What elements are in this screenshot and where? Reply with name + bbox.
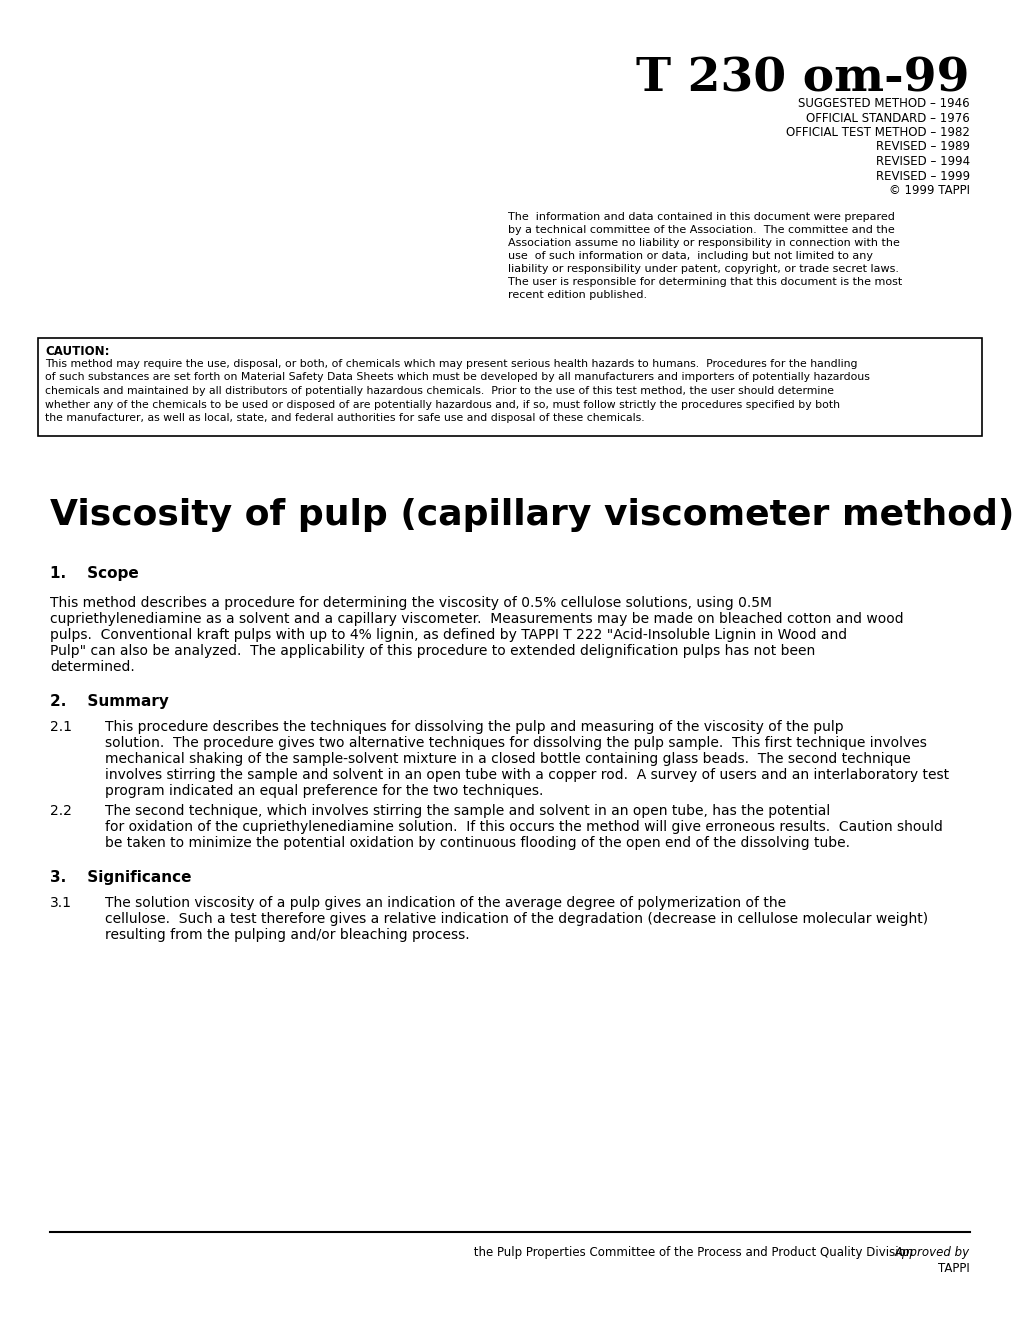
Text: cellulose.  Such a test therefore gives a relative indication of the degradation: cellulose. Such a test therefore gives a… <box>105 912 927 927</box>
Text: Association assume no liability or responsibility in connection with the: Association assume no liability or respo… <box>507 238 899 248</box>
Text: the manufacturer, as well as local, state, and federal authorities for safe use : the manufacturer, as well as local, stat… <box>45 413 644 422</box>
Text: The solution viscosity of a pulp gives an indication of the average degree of po: The solution viscosity of a pulp gives a… <box>105 896 786 909</box>
Text: Pulp" can also be analyzed.  The applicability of this procedure to extended del: Pulp" can also be analyzed. The applicab… <box>50 644 814 657</box>
Text: recent edition published.: recent edition published. <box>507 290 646 300</box>
Text: 2.1: 2.1 <box>50 719 72 734</box>
Text: be taken to minimize the potential oxidation by continuous flooding of the open : be taken to minimize the potential oxida… <box>105 836 849 850</box>
Text: program indicated an equal preference for the two techniques.: program indicated an equal preference fo… <box>105 784 543 799</box>
Text: whether any of the chemicals to be used or disposed of are potentially hazardous: whether any of the chemicals to be used … <box>45 400 840 409</box>
Text: © 1999 TAPPI: © 1999 TAPPI <box>889 183 969 197</box>
Text: REVISED – 1994: REVISED – 1994 <box>875 154 969 168</box>
Text: 3.1: 3.1 <box>50 896 72 909</box>
Text: The second technique, which involves stirring the sample and solvent in an open : The second technique, which involves sti… <box>105 804 829 818</box>
Text: resulting from the pulping and/or bleaching process.: resulting from the pulping and/or bleach… <box>105 928 469 942</box>
Text: pulps.  Conventional kraft pulps with up to 4% lignin, as defined by TAPPI T 222: pulps. Conventional kraft pulps with up … <box>50 628 847 642</box>
Text: 3.    Significance: 3. Significance <box>50 870 192 884</box>
Text: use  of such information or data,  including but not limited to any: use of such information or data, includi… <box>507 251 872 261</box>
Text: chemicals and maintained by all distributors of potentially hazardous chemicals.: chemicals and maintained by all distribu… <box>45 385 834 396</box>
Text: liability or responsibility under patent, copyright, or trade secret laws.: liability or responsibility under patent… <box>507 264 898 275</box>
Text: by a technical committee of the Association.  The committee and the: by a technical committee of the Associat… <box>507 224 894 235</box>
Text: REVISED – 1989: REVISED – 1989 <box>875 140 969 153</box>
Text: cupriethylenediamine as a solvent and a capillary viscometer.  Measurements may : cupriethylenediamine as a solvent and a … <box>50 612 903 626</box>
Text: for oxidation of the cupriethylenediamine solution.  If this occurs the method w: for oxidation of the cupriethylenediamin… <box>105 820 942 834</box>
Text: OFFICIAL STANDARD – 1976: OFFICIAL STANDARD – 1976 <box>805 111 969 124</box>
Text: 1.    Scope: 1. Scope <box>50 566 139 581</box>
Text: REVISED – 1999: REVISED – 1999 <box>875 169 969 182</box>
Text: OFFICIAL TEST METHOD – 1982: OFFICIAL TEST METHOD – 1982 <box>786 125 969 139</box>
Text: SUGGESTED METHOD – 1946: SUGGESTED METHOD – 1946 <box>798 96 969 110</box>
Text: 2.    Summary: 2. Summary <box>50 694 169 709</box>
Text: The user is responsible for determining that this document is the most: The user is responsible for determining … <box>507 277 902 286</box>
Text: CAUTION:: CAUTION: <box>45 345 109 358</box>
Text: 2.2: 2.2 <box>50 804 71 818</box>
Text: This procedure describes the techniques for dissolving the pulp and measuring of: This procedure describes the techniques … <box>105 719 843 734</box>
Text: mechanical shaking of the sample-solvent mixture in a closed bottle containing g: mechanical shaking of the sample-solvent… <box>105 752 910 766</box>
Text: This method describes a procedure for determining the viscosity of 0.5% cellulos: This method describes a procedure for de… <box>50 597 771 610</box>
Text: the Pulp Properties Committee of the Process and Product Quality Division: the Pulp Properties Committee of the Pro… <box>470 1246 912 1259</box>
Text: The  information and data contained in this document were prepared: The information and data contained in th… <box>507 213 894 222</box>
Text: Viscosity of pulp (capillary viscometer method): Viscosity of pulp (capillary viscometer … <box>50 498 1013 532</box>
Text: This method may require the use, disposal, or both, of chemicals which may prese: This method may require the use, disposa… <box>45 359 857 370</box>
Text: Approved by: Approved by <box>894 1246 969 1259</box>
FancyBboxPatch shape <box>38 338 981 436</box>
Text: solution.  The procedure gives two alternative techniques for dissolving the pul: solution. The procedure gives two altern… <box>105 737 926 750</box>
Text: T 230 om-99: T 230 om-99 <box>636 55 969 102</box>
Text: determined.: determined. <box>50 660 135 675</box>
Text: TAPPI: TAPPI <box>937 1262 969 1275</box>
Text: of such substances are set forth on Material Safety Data Sheets which must be de: of such substances are set forth on Mate… <box>45 372 869 383</box>
Text: involves stirring the sample and solvent in an open tube with a copper rod.  A s: involves stirring the sample and solvent… <box>105 768 949 781</box>
